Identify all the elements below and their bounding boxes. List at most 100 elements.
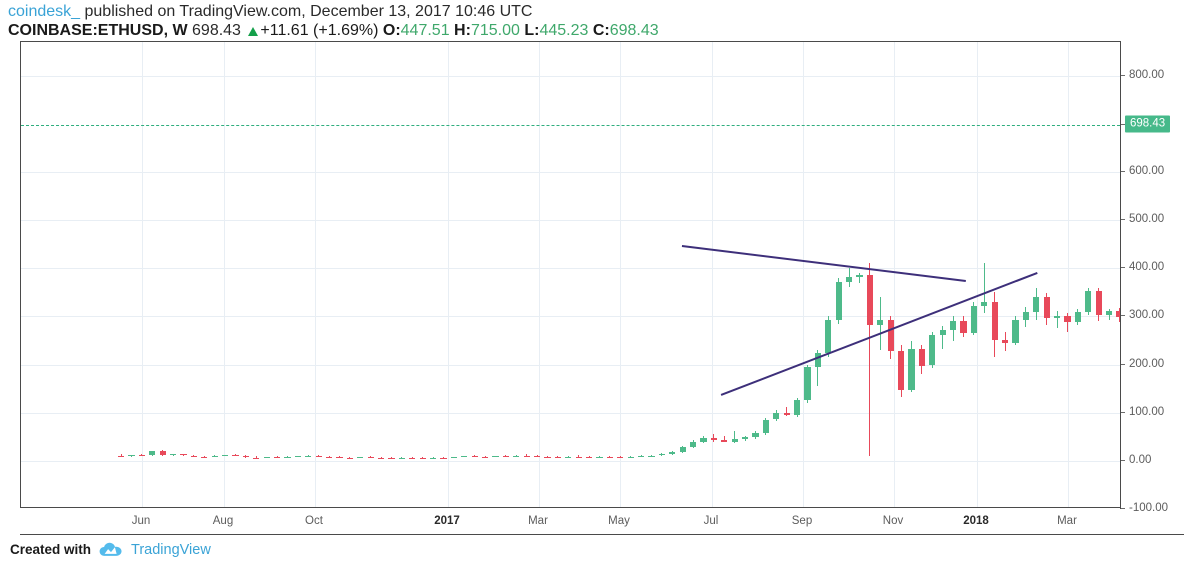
candle-wick bbox=[1067, 312, 1068, 332]
time-tick-label: Mar bbox=[1057, 515, 1077, 527]
candle-body bbox=[721, 439, 728, 442]
candle-wick bbox=[380, 456, 382, 459]
candle-body bbox=[274, 457, 281, 459]
price-tick bbox=[1121, 411, 1125, 413]
tradingview-brand-label[interactable]: TradingView bbox=[131, 541, 211, 558]
candle-wick bbox=[339, 456, 340, 458]
gridline-v bbox=[620, 42, 621, 507]
candle-body bbox=[1064, 315, 1071, 323]
candle-body bbox=[1116, 310, 1120, 318]
price-tick-label: 100.00 bbox=[1129, 405, 1165, 418]
trendline-upper-resistance[interactable] bbox=[681, 245, 967, 282]
gridline-h bbox=[21, 412, 1120, 414]
candle-body bbox=[461, 456, 468, 458]
candle-wick bbox=[411, 456, 413, 459]
price-axis[interactable]: 800.00 600.00 500.00 400.00 300.00 200.00 100.… bbox=[1121, 41, 1184, 514]
candle-wick bbox=[859, 273, 860, 283]
candle-body bbox=[471, 456, 478, 458]
symbol-quote-line: COINBASE:ETHUSD, W 698.43 +11.61 (+1.69%… bbox=[8, 22, 659, 40]
candle-body bbox=[378, 457, 385, 459]
candle-body bbox=[138, 455, 145, 457]
price-tick-label: 500.00 bbox=[1129, 213, 1165, 226]
time-tick-label: Oct bbox=[305, 515, 323, 527]
candle-wick bbox=[578, 455, 580, 458]
candle-body bbox=[929, 334, 936, 366]
candle-wick bbox=[141, 453, 143, 456]
price-tick bbox=[1121, 267, 1125, 269]
candle-body bbox=[149, 451, 156, 456]
gridline-v bbox=[448, 42, 449, 507]
candle-wick bbox=[474, 454, 476, 457]
last-price: 698.43 bbox=[192, 22, 241, 39]
gridline-v bbox=[977, 42, 978, 507]
candle-body bbox=[679, 447, 686, 453]
candle-body bbox=[211, 455, 218, 457]
candle-body bbox=[326, 456, 333, 458]
candle-body bbox=[1106, 310, 1113, 316]
candle-wick bbox=[983, 262, 985, 313]
candle-body bbox=[513, 455, 520, 457]
candle-body bbox=[201, 456, 208, 458]
candle-wick bbox=[619, 456, 621, 458]
candle-body bbox=[586, 457, 593, 459]
chart-plot-area[interactable] bbox=[20, 41, 1120, 508]
candle-wick bbox=[422, 457, 424, 459]
candle-wick bbox=[588, 456, 590, 458]
candle-wick bbox=[276, 456, 278, 458]
candle-wick bbox=[734, 431, 736, 443]
candle-body bbox=[1054, 315, 1061, 319]
author-name[interactable]: coindesk_ bbox=[8, 3, 81, 20]
candle-body bbox=[1033, 297, 1040, 312]
candle-body bbox=[1022, 311, 1029, 321]
candle-body bbox=[575, 456, 582, 458]
gridline-h bbox=[21, 460, 1120, 462]
candle-body bbox=[118, 455, 125, 457]
candle-body bbox=[284, 456, 291, 458]
candle-body bbox=[918, 349, 925, 366]
candle-body bbox=[128, 455, 135, 457]
price-tick-label: 300.00 bbox=[1129, 309, 1165, 322]
candle-body bbox=[1085, 291, 1092, 312]
price-tick bbox=[1121, 219, 1125, 221]
candle-body bbox=[991, 302, 998, 340]
time-tick-label: Jun bbox=[131, 515, 151, 527]
time-tick-label: Mar bbox=[528, 515, 548, 527]
candle-body bbox=[690, 441, 697, 448]
candle-body bbox=[794, 400, 801, 415]
candle-wick bbox=[370, 456, 372, 458]
candle-body bbox=[1043, 297, 1050, 319]
price-tick-label: 800.00 bbox=[1129, 68, 1165, 81]
gridline-h bbox=[21, 75, 1120, 77]
candle-body bbox=[315, 455, 322, 457]
candle-body bbox=[180, 454, 187, 456]
candle-body bbox=[856, 275, 863, 277]
candle-wick bbox=[255, 456, 257, 459]
open-key: O: bbox=[382, 22, 401, 39]
candle-body bbox=[534, 456, 541, 458]
gridline-h bbox=[21, 220, 1120, 222]
candle-body bbox=[367, 457, 374, 459]
symbol-label[interactable]: COINBASE:ETHUSD, W bbox=[8, 22, 188, 39]
candle-wick bbox=[869, 262, 871, 456]
candle-body bbox=[346, 457, 353, 459]
candle-body bbox=[627, 456, 634, 458]
time-tick-label: Aug bbox=[212, 515, 234, 527]
time-tick-label: Jul bbox=[703, 515, 719, 527]
candle-body bbox=[440, 457, 447, 459]
price-change: +11.61 (+1.69%) bbox=[260, 22, 379, 39]
candle-body bbox=[773, 412, 780, 420]
candle-body bbox=[596, 456, 603, 458]
candle-wick bbox=[391, 457, 392, 459]
candle-body bbox=[294, 456, 301, 458]
price-tick-label: 200.00 bbox=[1129, 357, 1165, 370]
candle-body bbox=[804, 367, 811, 401]
time-axis[interactable]: Jun Aug Oct 2017 Mar May Jul Sep Nov 2018 Mar bbox=[20, 509, 1184, 535]
candle-body bbox=[898, 351, 905, 390]
time-tick-label: 2017 bbox=[434, 515, 460, 527]
candle-wick bbox=[1056, 310, 1058, 328]
gridline-h bbox=[21, 364, 1120, 366]
candle-body bbox=[450, 457, 457, 459]
trendline-lower-support[interactable] bbox=[720, 272, 1038, 396]
candle-body bbox=[887, 320, 894, 352]
